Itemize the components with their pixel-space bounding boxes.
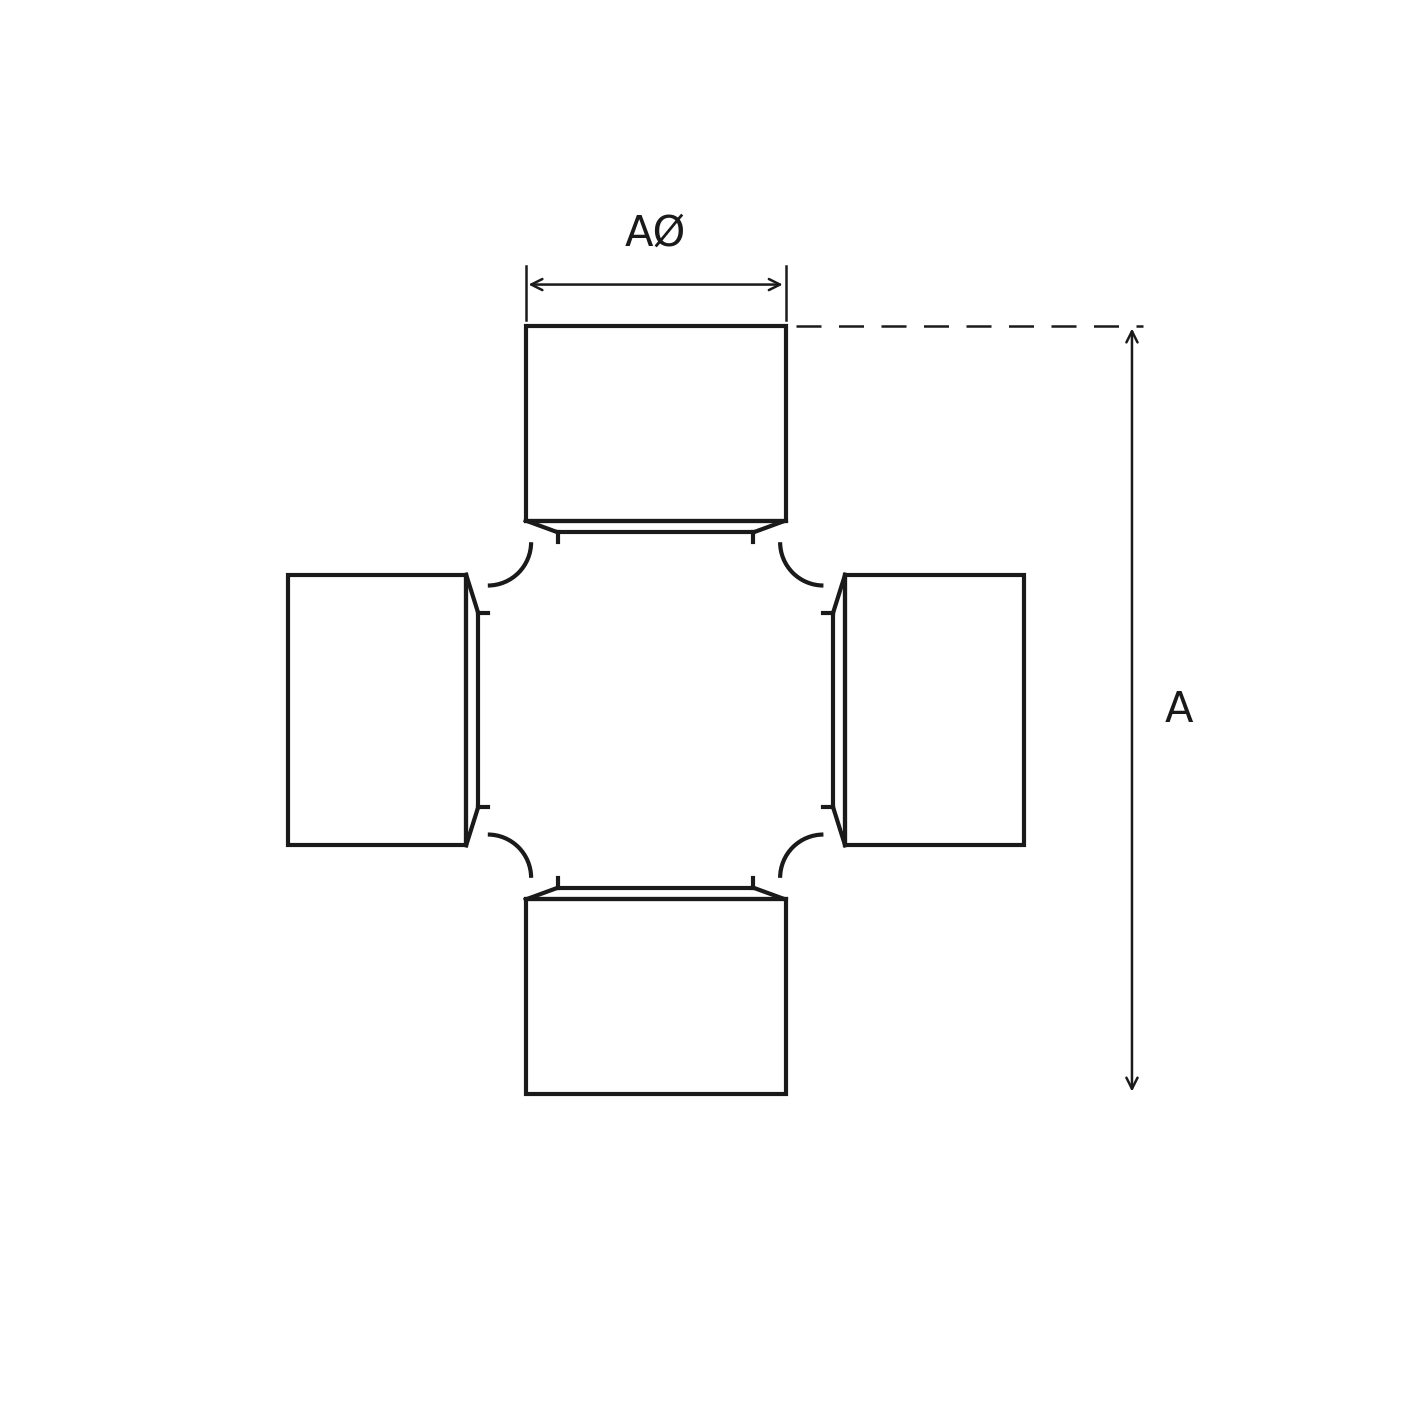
Bar bbox=[526, 326, 786, 520]
Bar bbox=[288, 613, 488, 807]
Text: AØ: AØ bbox=[624, 212, 686, 254]
Bar bbox=[558, 326, 754, 543]
Bar bbox=[488, 543, 824, 877]
Bar bbox=[526, 900, 786, 1094]
Bar bbox=[558, 877, 754, 1094]
Bar bbox=[824, 613, 1024, 807]
Bar bbox=[288, 575, 467, 845]
Text: A: A bbox=[1164, 689, 1192, 731]
Bar bbox=[845, 575, 1024, 845]
